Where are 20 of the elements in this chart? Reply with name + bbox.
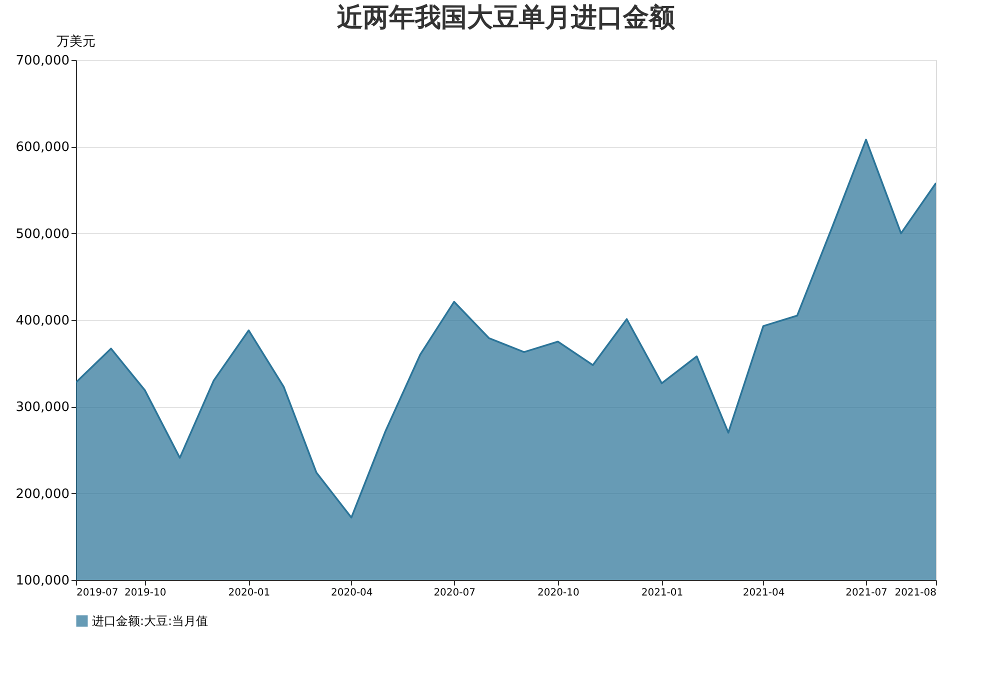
- x-tick-label: 2020-07: [434, 588, 476, 598]
- y-axis-title: 万美元: [56, 34, 96, 50]
- y-tick-label: 200,000: [16, 486, 70, 502]
- y-tick-label: 100,000: [16, 574, 70, 588]
- y-tick-label: 300,000: [16, 400, 70, 416]
- x-tick-label: 2021-01: [641, 588, 684, 598]
- x-tick-label: 2021-08: [894, 588, 936, 598]
- x-tick-label: 2019-10: [124, 588, 166, 598]
- x-tick-label: 2020-10: [538, 588, 580, 598]
- legend-label: 进口金额:大豆:当月值: [92, 614, 208, 628]
- chart-title: 近两年我国大豆单月进口金额: [337, 3, 676, 33]
- x-tick-label: 2021-07: [846, 588, 888, 598]
- y-tick-label: 500,000: [16, 226, 70, 242]
- y-tick-label: 600,000: [16, 140, 70, 156]
- x-tick-label: 2020-01: [228, 588, 270, 598]
- x-tick-label: 2020-04: [330, 588, 373, 598]
- y-tick-label: 700,000: [16, 54, 70, 68]
- x-tick-label: 2019-07: [76, 588, 118, 598]
- y-tick-label: 400,000: [16, 314, 70, 328]
- x-tick-label: 2021-04: [742, 588, 785, 598]
